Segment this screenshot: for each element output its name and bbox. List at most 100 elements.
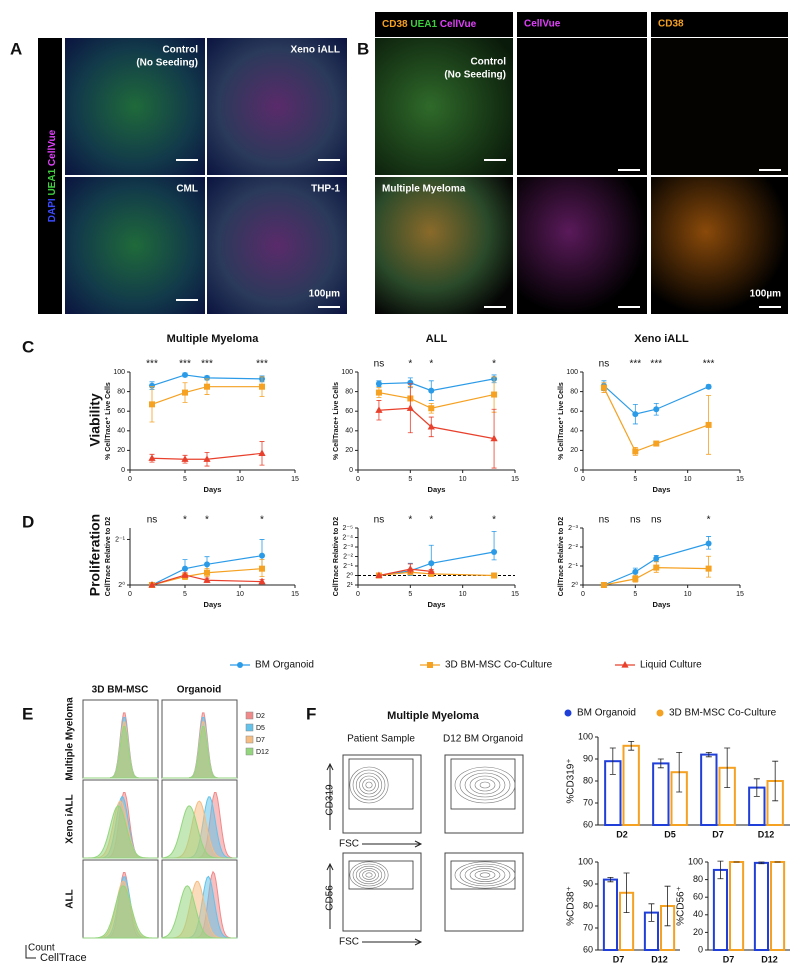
row-title: ALL <box>65 889 76 908</box>
y-tick-label: 60 <box>117 408 125 415</box>
micrograph <box>651 177 788 314</box>
y-axis-label: CellTrace Relative to D2 <box>105 517 112 596</box>
legend-swatch <box>245 711 254 720</box>
y-tick-label: 100 <box>578 731 593 741</box>
channel: UEA1 <box>47 168 58 195</box>
y-tick-label: 2⁻¹ <box>568 563 579 570</box>
x-tick-label: 5 <box>183 591 187 598</box>
x-axis-label: Days <box>204 485 222 494</box>
x-tick-label: 0 <box>581 591 585 598</box>
axis-arrow <box>25 945 36 959</box>
marker <box>632 448 639 455</box>
column-title: 3D BM-MSC <box>92 685 149 696</box>
y-tick-label: 2⁻¹ <box>115 536 126 543</box>
marker <box>406 565 414 572</box>
y-tick-label: 2⁻³ <box>568 525 579 532</box>
micrograph <box>65 38 205 175</box>
panel-label: F <box>306 704 316 723</box>
marker <box>182 371 188 378</box>
contour <box>352 863 386 887</box>
x-tick-label: 5 <box>633 591 637 598</box>
micrograph <box>65 177 205 314</box>
marker <box>204 374 210 381</box>
x-tick-label: 5 <box>633 476 637 483</box>
error-bar <box>758 861 765 865</box>
contour <box>469 775 501 795</box>
channel: CD38 <box>382 19 408 30</box>
contour <box>362 778 376 792</box>
x-tick-label: 0 <box>128 476 132 483</box>
legend-label: D5 <box>256 725 265 732</box>
marker <box>491 572 498 579</box>
bar <box>753 861 770 952</box>
histogram-curve <box>162 726 237 779</box>
significance: ns <box>147 515 158 526</box>
marker <box>259 565 265 572</box>
significance: * <box>183 515 187 526</box>
marker <box>203 576 211 583</box>
chart-title: ALL <box>426 333 448 345</box>
significance: ns <box>374 359 385 370</box>
marker <box>204 569 210 576</box>
y-tick-label: 100 <box>566 369 578 376</box>
y-axis-label: %CD38⁺ <box>566 886 577 926</box>
y-tick-label: 60 <box>583 944 593 954</box>
marker <box>491 391 498 398</box>
error-bar <box>609 747 616 775</box>
y-tick-label: 2⁰ <box>118 581 125 589</box>
contour <box>362 870 376 880</box>
histogram-curve <box>83 885 159 939</box>
series-line <box>378 571 495 577</box>
marker <box>600 384 607 391</box>
significance: *** <box>146 359 158 370</box>
x-tick-label: D7 <box>723 954 735 964</box>
marker <box>653 555 660 562</box>
series-line <box>378 391 495 409</box>
contour <box>479 872 491 878</box>
significance: ns <box>374 515 385 526</box>
panel-label: D <box>22 512 34 531</box>
contour <box>355 772 383 798</box>
error-bar <box>491 530 497 561</box>
x-axis-label: Days <box>653 600 671 609</box>
y-axis-label: % CellTrace⁺ Live Cells <box>558 382 565 460</box>
y-tick-label: 2⁻³ <box>343 544 354 551</box>
bar <box>700 753 718 826</box>
marker <box>149 382 155 389</box>
x-axis-label: Days <box>204 600 222 609</box>
y-axis-label: CellTrace Relative to D2 <box>333 517 340 596</box>
column-title: D12 BM Organoid <box>443 734 523 745</box>
error-bar <box>753 778 760 797</box>
y-tick-label: 100 <box>113 369 125 376</box>
x-tick-label: 0 <box>356 591 360 598</box>
scale-bars <box>176 159 340 308</box>
y-tick-label: 2⁻² <box>568 544 579 551</box>
legend-label: D7 <box>256 737 265 744</box>
tile-label: Control <box>162 45 198 56</box>
tile-label: (No Seeding) <box>136 58 198 69</box>
marker <box>632 575 639 582</box>
x-tick-label: D12 <box>761 954 778 964</box>
contour <box>365 872 373 878</box>
marker <box>375 380 382 387</box>
x-tick-label: 5 <box>183 476 187 483</box>
significance: *** <box>179 359 191 370</box>
significance: *** <box>256 359 268 370</box>
x-tick-label: 10 <box>236 476 244 483</box>
y-tick-label: 60 <box>693 892 703 902</box>
histogram-curve <box>161 805 237 859</box>
x-tick-label: D2 <box>616 829 628 839</box>
marker <box>705 383 712 390</box>
marker <box>653 406 660 413</box>
row-label: Proliferation <box>87 514 103 596</box>
marker <box>375 571 383 579</box>
x-tick-label: 15 <box>291 476 299 483</box>
y-tick-label: 60 <box>583 819 593 829</box>
column-header <box>375 12 513 37</box>
chart-title: Xeno iALL <box>634 333 689 345</box>
marker <box>203 455 211 462</box>
error-bar <box>772 760 779 802</box>
legend-label: BM Organoid <box>255 660 314 671</box>
marker <box>148 454 156 461</box>
significance: * <box>205 515 209 526</box>
